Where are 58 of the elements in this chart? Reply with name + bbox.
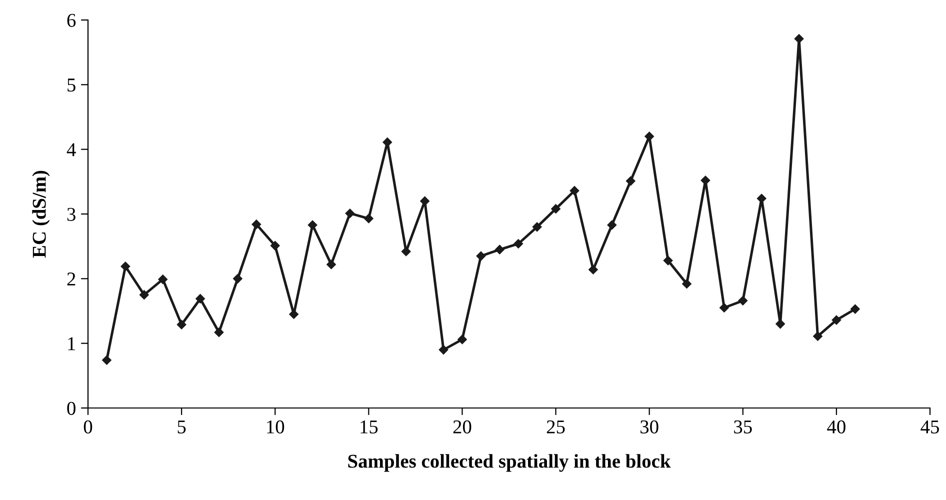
point (364, 214, 374, 224)
point (720, 303, 729, 312)
point (756, 194, 766, 204)
x-tick-label: 45 (920, 420, 939, 434)
y-tick-label: 6 (67, 14, 76, 27)
point (196, 294, 205, 304)
point (794, 34, 804, 44)
y-tick-label: 0 (67, 402, 76, 415)
x-tick-label: 30 (640, 420, 658, 434)
point (682, 279, 692, 288)
point (776, 319, 785, 329)
point (420, 196, 430, 206)
point (326, 260, 336, 270)
point (458, 334, 467, 344)
point (514, 239, 523, 248)
point (233, 274, 242, 284)
x-tick-label: 10 (267, 420, 284, 434)
point (832, 315, 842, 325)
point (495, 244, 504, 254)
point (476, 251, 486, 261)
y-tick-label: 5 (68, 78, 76, 92)
point (626, 176, 636, 186)
point (644, 132, 654, 142)
point (551, 204, 560, 214)
point (140, 290, 149, 300)
x-tick-label: 25 (546, 420, 565, 434)
point (607, 220, 617, 230)
point (438, 345, 448, 354)
y-tick-label: 4 (66, 143, 76, 156)
x-axis-title: Samples collected spatially in the block (348, 454, 671, 472)
point (252, 220, 262, 229)
y-tick-label: 2 (67, 272, 76, 286)
point (308, 220, 318, 230)
point (270, 241, 280, 250)
point (570, 186, 580, 196)
point (850, 304, 860, 314)
y-tick-label: 3 (67, 208, 76, 221)
y-axis-title: EC (dS/m) (32, 170, 50, 258)
point (663, 256, 673, 266)
x-tick-label: 35 (734, 420, 752, 434)
x-tick-label: 20 (453, 420, 472, 434)
point (345, 208, 355, 218)
point (401, 246, 411, 256)
point (102, 356, 112, 365)
x-tick-label: 15 (360, 420, 378, 434)
point (700, 176, 710, 185)
x-tick-label: 40 (827, 420, 846, 434)
x-tick-label: 0 (84, 420, 92, 434)
point (738, 296, 748, 306)
point (176, 320, 186, 330)
point (214, 328, 224, 337)
x-tick-label: 5 (178, 420, 186, 434)
point (120, 262, 130, 272)
point (158, 274, 168, 284)
y-tick-label: 1 (68, 337, 76, 350)
point (588, 264, 598, 274)
point (532, 222, 542, 232)
point (813, 332, 822, 341)
